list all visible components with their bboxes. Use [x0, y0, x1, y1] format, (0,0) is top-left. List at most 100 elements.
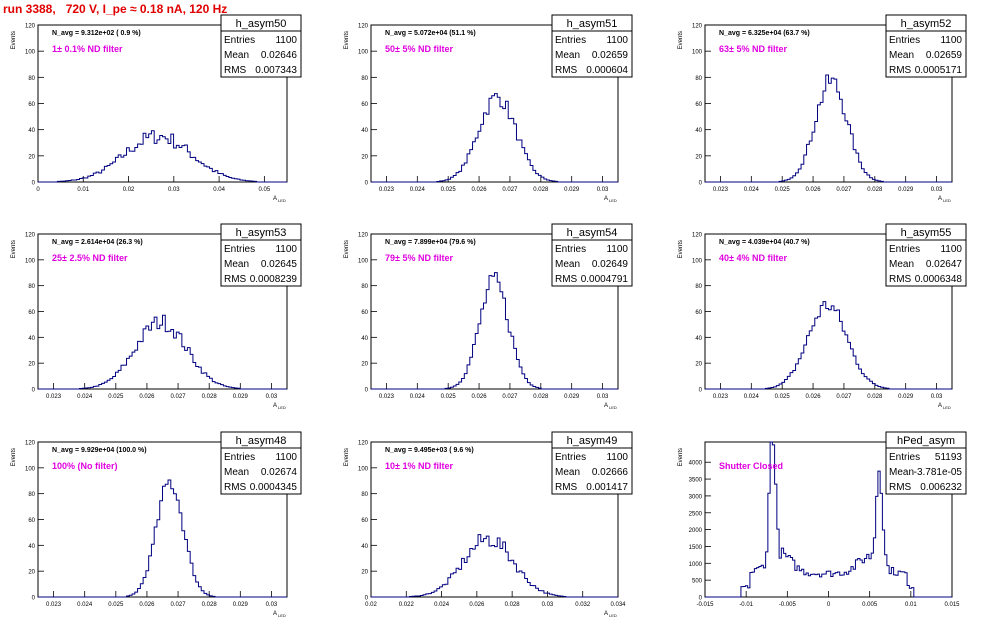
- stats-value-rms: 0.0008239: [250, 274, 298, 285]
- histogram-line: [705, 301, 952, 390]
- histogram-panel-hPed_asym: 0 500 1000 1500 2000 2500 3000 3500 4000 -0.015 -0…: [678, 431, 967, 608]
- histogram-panel-h_asym48: 0 20 40 60 80 100 120 0.023 0.024 0.025 0.026 0.027…: [11, 431, 302, 618]
- histogram-panel-h_asym49: 0 20 40 60 80 100 120 0.02 0.022 0.024 0.026 0.028 0…: [344, 431, 633, 618]
- stats-box-title: h_asym49: [567, 435, 618, 447]
- x-tick-label: 0.024: [434, 602, 450, 608]
- y-tick-label: 40: [695, 128, 702, 134]
- y-tick-label: 100: [358, 466, 369, 472]
- y-axis-label: Events: [11, 240, 17, 258]
- filter-annotation: 40± 4% ND filter: [719, 253, 787, 263]
- stats-value-entries: 1100: [275, 35, 297, 46]
- y-tick-label: 0: [699, 181, 703, 187]
- stats-label-rms: RMS: [889, 65, 912, 76]
- x-tick-label: 0.026: [469, 602, 485, 608]
- y-tick-label: 80: [361, 76, 368, 82]
- filter-annotation: Shutter Closed: [719, 461, 783, 471]
- x-tick-label: 0.027: [502, 187, 518, 193]
- y-tick-label: 100: [25, 258, 36, 264]
- x-tick-label: 0.028: [202, 602, 218, 608]
- y-tick-label: 60: [28, 310, 35, 316]
- y-tick-label: 100: [25, 50, 36, 56]
- stats-value-entries: 1100: [275, 244, 297, 255]
- stats-label-mean: Mean: [555, 467, 580, 478]
- y-tick-label: 60: [361, 518, 368, 524]
- y-tick-label: 20: [695, 362, 702, 368]
- y-tick-label: 60: [695, 310, 702, 316]
- navg-label: N_avg = 9.929e+04 (100.0 %): [52, 447, 147, 454]
- histogram-line: [371, 272, 618, 390]
- x-tick-label: 0.026: [139, 394, 155, 400]
- x-axis-label: A: [273, 196, 277, 202]
- x-tick-label: 0.026: [806, 394, 822, 400]
- histogram-line: [38, 314, 287, 390]
- x-tick-label: 0.03: [597, 187, 609, 193]
- stats-value-entries: 51193: [935, 452, 963, 463]
- histogram-panel-h_asym52: 0 20 40 60 80 100 120 0.023 0.024 0.025 0.026 0.027…: [678, 14, 967, 203]
- stats-label-rms: RMS: [224, 482, 247, 493]
- stats-box: h_asym55 Entries 1100 Mean 0.02647 RMS 0.00063…: [885, 223, 967, 287]
- y-tick-label: 0: [365, 388, 369, 394]
- x-tick-label: 0.028: [867, 394, 883, 400]
- y-tick-label: 120: [358, 441, 369, 447]
- x-tick-label: 0.026: [472, 187, 488, 193]
- y-tick-label: 100: [358, 258, 369, 264]
- navg-label: N_avg = 7.899e+04 (79.6 %): [385, 239, 476, 246]
- x-tick-label: 0.024: [77, 602, 93, 608]
- stats-box: h_asym52 Entries 1100 Mean 0.02659 RMS 0.00051…: [885, 14, 967, 78]
- x-tick-label: 0.03: [542, 602, 554, 608]
- y-tick-label: 20: [361, 154, 368, 160]
- stats-label-entries: Entries: [555, 35, 586, 46]
- x-tick-label: 0.03: [266, 394, 278, 400]
- y-tick-label: 100: [25, 466, 36, 472]
- y-tick-label: 40: [695, 336, 702, 342]
- x-axis-label-subscript: LED: [943, 198, 951, 203]
- y-tick-label: 120: [692, 24, 703, 30]
- x-tick-label: 0.029: [898, 187, 914, 193]
- x-tick-label: 0.024: [744, 187, 760, 193]
- navg-label: N_avg = 2.614e+04 (26.3 %): [52, 239, 143, 246]
- x-axis-label: A: [604, 611, 608, 617]
- y-tick-label: 80: [28, 284, 35, 290]
- stats-label-entries: Entries: [555, 244, 586, 255]
- stats-value-rms: 0.0004791: [581, 274, 629, 285]
- stats-label-entries: Entries: [889, 244, 920, 255]
- y-tick-label: 0: [32, 181, 36, 187]
- x-axis-label-subscript: LED: [943, 405, 951, 410]
- stats-box: h_asym54 Entries 1100 Mean 0.02649 RMS 0.00047…: [551, 223, 633, 287]
- x-tick-label: 0.029: [233, 602, 249, 608]
- stats-label-rms: RMS: [555, 65, 578, 76]
- stats-label-rms: RMS: [224, 274, 247, 285]
- y-tick-label: 60: [695, 102, 702, 108]
- y-tick-label: 60: [361, 102, 368, 108]
- y-tick-label: 20: [28, 570, 35, 576]
- x-tick-label: 0.027: [171, 394, 187, 400]
- x-tick-label: 0.02: [365, 602, 377, 608]
- x-tick-label: 0.032: [575, 602, 591, 608]
- stats-value-rms: 0.0005171: [915, 65, 963, 76]
- x-tick-label: 0.027: [171, 602, 187, 608]
- histogram-line: [38, 130, 287, 183]
- y-tick-label: 0: [32, 388, 36, 394]
- y-tick-label: 2500: [689, 511, 703, 517]
- x-tick-label: 0.029: [564, 187, 580, 193]
- y-tick-label: 40: [28, 128, 35, 134]
- stats-value-entries: 1100: [606, 35, 628, 46]
- stats-value-rms: 0.0004345: [250, 482, 298, 493]
- y-tick-label: 40: [361, 128, 368, 134]
- stats-value-rms: 0.007343: [255, 65, 297, 76]
- stats-box-frame: [551, 223, 633, 287]
- x-axis-label: A: [938, 196, 942, 202]
- x-tick-label: 0.05: [259, 187, 271, 193]
- y-tick-label: 100: [358, 50, 369, 56]
- stats-value-rms: 0.001417: [586, 482, 628, 493]
- x-tick-label: 0.025: [441, 394, 457, 400]
- x-tick-label: 0.025: [108, 602, 124, 608]
- x-tick-label: 0: [36, 187, 40, 193]
- y-tick-label: 40: [28, 544, 35, 550]
- y-tick-label: 0: [699, 388, 703, 394]
- x-tick-label: 0.027: [502, 394, 518, 400]
- filter-annotation: 79± 5% ND filter: [385, 253, 453, 263]
- y-tick-label: 120: [25, 24, 36, 30]
- stats-value-mean: 0.02659: [926, 50, 963, 61]
- x-tick-label: 0.026: [472, 394, 488, 400]
